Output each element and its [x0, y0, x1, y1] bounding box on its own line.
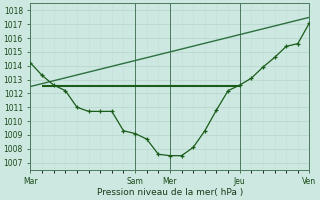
- X-axis label: Pression niveau de la mer( hPa ): Pression niveau de la mer( hPa ): [97, 188, 243, 197]
